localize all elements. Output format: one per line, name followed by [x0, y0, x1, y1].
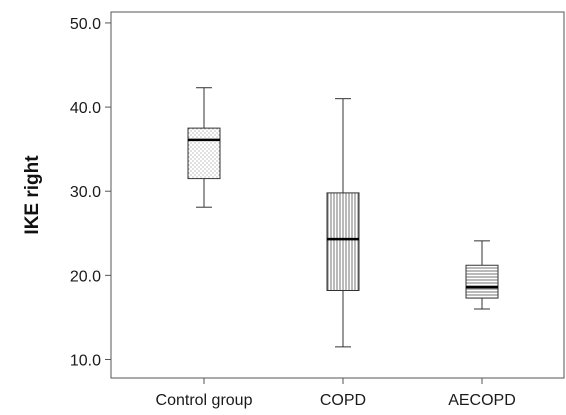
y-tick-label: 20.0 [70, 268, 101, 285]
x-tick-label: COPD [320, 392, 366, 409]
y-axis: 10.0 20.0 30.0 40.0 50.0 [70, 16, 111, 369]
x-tick-label: Control group [156, 392, 253, 409]
box-copd [326, 98, 360, 348]
y-axis-title: IKE right [22, 155, 43, 235]
plot-area-frame [110, 11, 565, 379]
y-tick-label: 40.0 [70, 100, 101, 117]
iqr-box [326, 192, 360, 291]
iqr-box [465, 264, 499, 299]
y-tick-label: 30.0 [70, 184, 101, 201]
x-axis: Control group COPD AECOPD [156, 378, 516, 409]
box-aecopd [465, 240, 499, 310]
box-series [187, 87, 499, 348]
x-tick-label: AECOPD [448, 392, 516, 409]
y-tick-label: 50.0 [70, 16, 101, 33]
iqr-box [187, 127, 221, 180]
box-control-group [187, 87, 221, 208]
y-tick-label: 10.0 [70, 352, 101, 369]
